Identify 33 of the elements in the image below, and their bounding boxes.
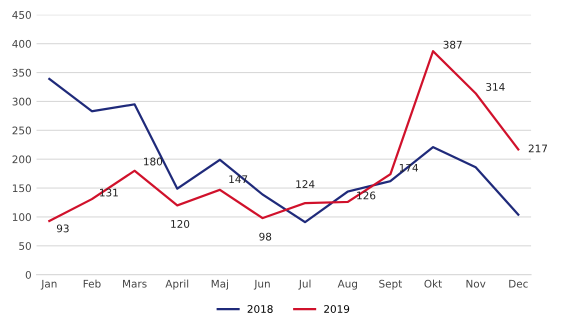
data-label: 314 <box>486 82 505 91</box>
x-tick-label: Feb <box>84 280 101 288</box>
y-tick-label: 150 <box>12 184 31 192</box>
y-tick-label: 450 <box>12 11 31 19</box>
data-label: 124 <box>296 180 314 188</box>
x-tick-label: Nov <box>466 280 486 288</box>
x-tick-label: Okt <box>424 280 442 288</box>
legend-label: 2018 <box>248 305 273 313</box>
legend-label: 2019 <box>324 305 350 313</box>
y-tick-label: 100 <box>12 213 31 222</box>
y-tick-label: 50 <box>19 242 31 250</box>
y-tick-label: 350 <box>12 68 31 77</box>
x-tick-label: Dec <box>509 280 528 288</box>
x-tick-label: Mars <box>123 280 147 288</box>
data-label: 120 <box>171 220 190 228</box>
data-label: 126 <box>357 192 376 200</box>
y-tick-label: 250 <box>12 126 31 134</box>
y-tick-label: 0 <box>26 270 31 279</box>
data-label: 98 <box>259 232 272 241</box>
x-tick-label: Aug <box>338 280 357 290</box>
data-label: 217 <box>528 144 548 152</box>
x-tick-label: Jan <box>40 280 56 290</box>
y-tick-label: 300 <box>12 98 31 106</box>
x-tick-label: April <box>165 280 188 290</box>
y-tick-label: 400 <box>12 40 31 48</box>
x-tick-label: Maj <box>212 280 228 290</box>
x-tick-label: Jul <box>298 280 310 290</box>
data-label: 387 <box>444 40 462 49</box>
data-label: 93 <box>56 224 69 232</box>
data-label: 180 <box>144 158 162 166</box>
y-tick-label: 200 <box>12 155 31 164</box>
x-tick-label: Sept <box>379 280 402 290</box>
x-tick-label: Jun <box>254 280 270 290</box>
